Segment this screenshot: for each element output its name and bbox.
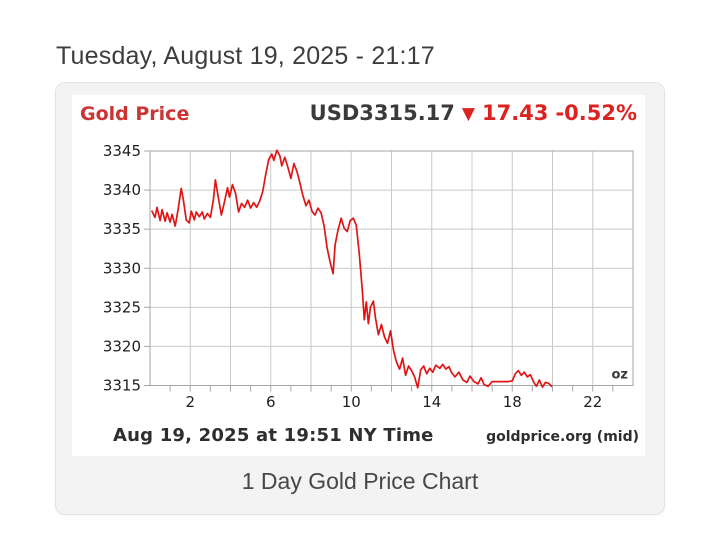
x-tick-label: 18 [503, 393, 522, 411]
price-chart: 3345 3340 3335 3330 3325 3320 3315 2 6 10 14 18 22 oz [103, 142, 634, 411]
chart-caption: 1 Day Gold Price Chart [241, 468, 479, 494]
chart-footer: Aug 19, 2025 at 19:51 NY Time goldprice.… [72, 425, 645, 446]
gold-price-card: Gold Price USD3315.17 ▼ 17.43 -0.52% 334… [55, 82, 665, 515]
y-tick-label: 3345 [103, 142, 141, 160]
chart-source: goldprice.org (mid) [486, 429, 639, 445]
quote-header: Gold Price USD3315.17 ▼ 17.43 -0.52% [72, 101, 645, 125]
quote-change-value: 17.43 [481, 101, 549, 125]
x-tick-label: 2 [185, 393, 195, 411]
quote-change-percent: -0.52% [555, 101, 637, 125]
y-tick-label: 3335 [103, 220, 141, 238]
x-tick-label: 14 [422, 393, 441, 411]
price-down-triangle-icon: ▼ [461, 104, 475, 124]
y-tick-label: 3315 [103, 377, 141, 395]
x-tick-label: 22 [583, 393, 602, 411]
chart-timestamp: Aug 19, 2025 at 19:51 NY Time [113, 425, 434, 446]
x-tick-label: 10 [342, 393, 361, 411]
quote-price-group: USD3315.17 ▼ 17.43 -0.52% [310, 101, 637, 125]
y-tick-label: 3340 [103, 181, 141, 199]
quote-label: Gold Price [80, 103, 190, 125]
unit-label: oz [612, 368, 629, 383]
x-tick-label: 6 [266, 393, 276, 411]
gold-price-chart-image: Gold Price USD3315.17 ▼ 17.43 -0.52% 334… [72, 95, 645, 456]
y-tick-label: 3330 [103, 259, 141, 277]
page-title: Tuesday, August 19, 2025 - 21:17 [56, 42, 435, 70]
gold-price-line [151, 149, 553, 389]
y-tick-label: 3325 [103, 298, 141, 316]
quote-price-value: USD3315.17 [309, 101, 455, 125]
y-tick-label: 3320 [103, 337, 141, 355]
